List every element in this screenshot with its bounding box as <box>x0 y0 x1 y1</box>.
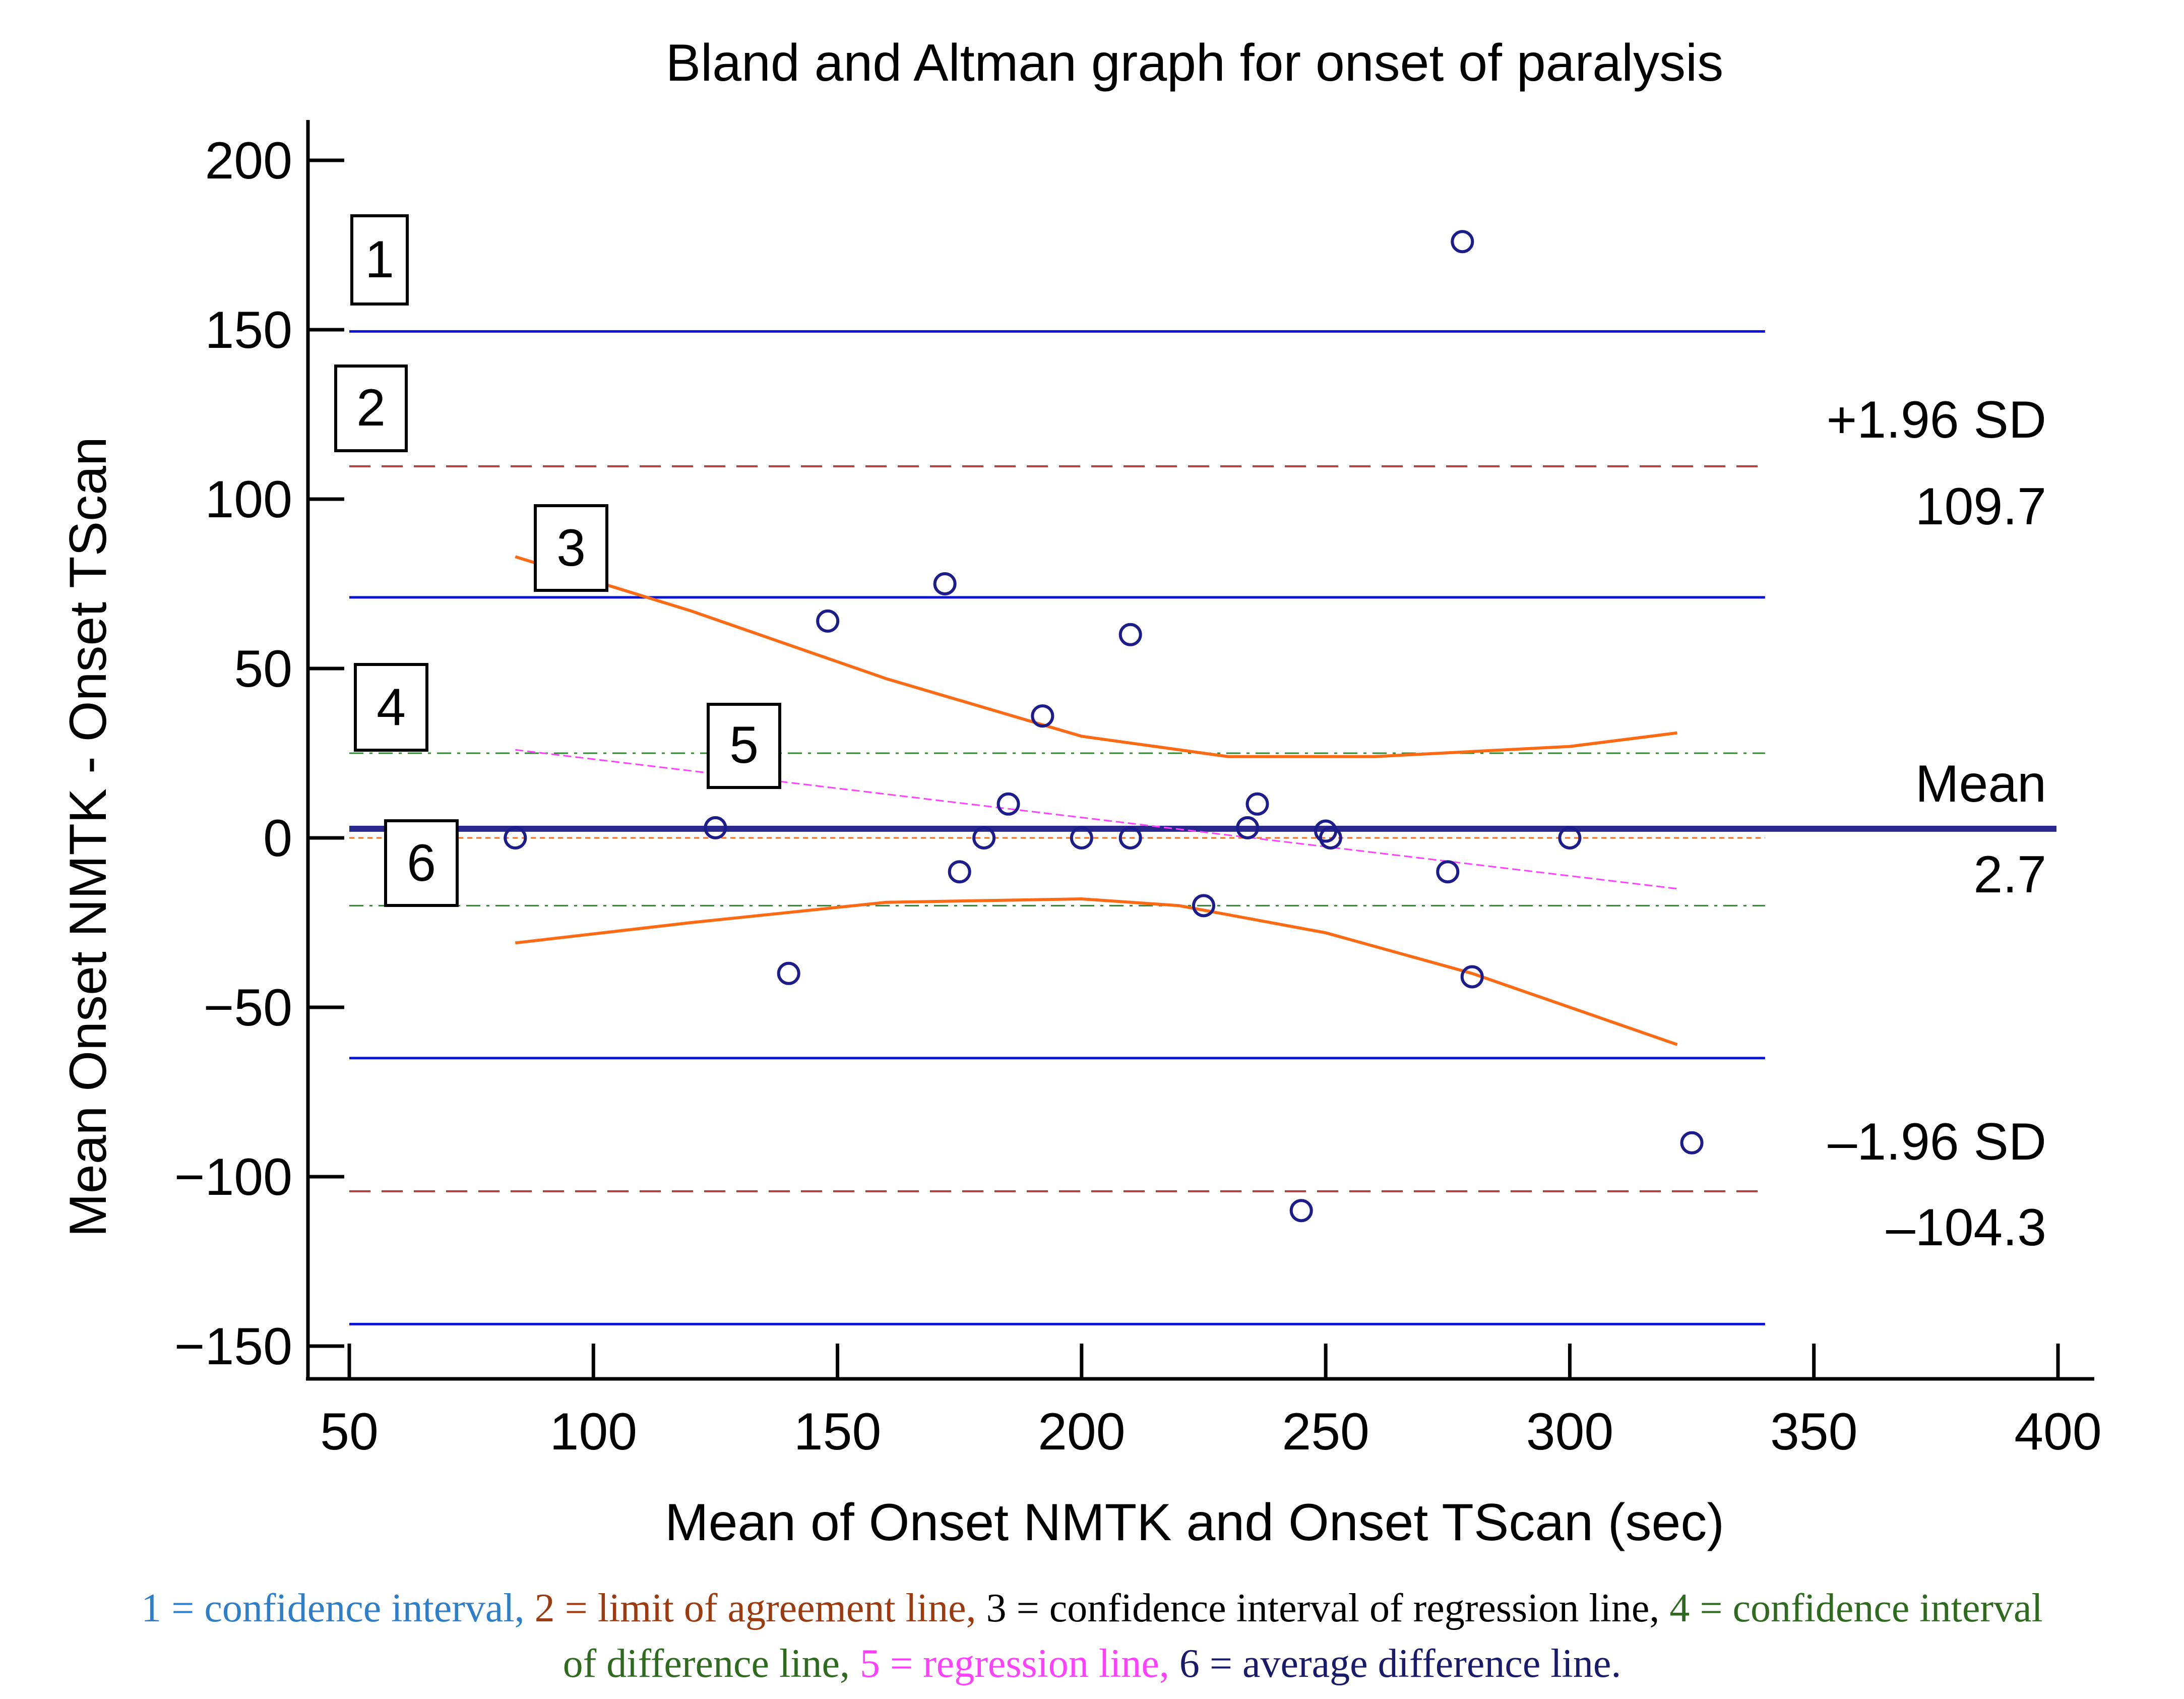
lower-sd-value: –104.3 <box>1886 1198 2046 1257</box>
data-point <box>1436 860 1460 884</box>
data-points <box>504 230 1704 1223</box>
box-label-4-text: 4 <box>377 678 406 737</box>
y-tick-label: −150 <box>174 1317 292 1376</box>
regression-ci-upper-curve <box>515 555 1677 758</box>
data-point <box>948 860 971 884</box>
data-point <box>816 609 840 633</box>
caption-line-2: of difference line, 5 = regression line,… <box>0 1636 2184 1691</box>
caption-item-5: 5 = regression line, <box>859 1642 1179 1686</box>
box-label-6: 6 <box>384 819 459 907</box>
box-label-2: 2 <box>334 365 408 452</box>
data-point <box>777 961 800 985</box>
data-point <box>704 816 727 839</box>
box-label-3-text: 3 <box>556 519 586 577</box>
regression-ci-lower-curve <box>515 897 1678 1046</box>
box-label-3: 3 <box>534 504 608 592</box>
data-point <box>1245 792 1269 816</box>
x-tick-label: 250 <box>1282 1403 1369 1461</box>
caption-item-4a: 4 = confidence interval <box>1669 1586 2043 1630</box>
y-tick-label: 50 <box>234 640 292 698</box>
data-point <box>1460 965 1484 989</box>
box-label-5: 5 <box>707 703 781 789</box>
lower-sd-label: –1.96 SD <box>1828 1113 2046 1171</box>
chart-title: Bland and Altman graph for onset of para… <box>666 34 1724 92</box>
y-axis-label: Mean Onset NMTK - Onset TScan <box>59 437 117 1237</box>
y-tick-label: −100 <box>174 1148 292 1206</box>
x-tick-label: 400 <box>2014 1403 2102 1461</box>
caption-item-4b: of difference line, <box>563 1642 860 1686</box>
box-label-2-text: 2 <box>356 379 386 437</box>
upper-sd-label: +1.96 SD <box>1826 391 2046 449</box>
y-tick-label: 200 <box>205 132 292 190</box>
horizontal-lines <box>349 330 2056 1325</box>
data-point <box>1118 826 1142 849</box>
data-point <box>972 826 996 849</box>
box-label-1: 1 <box>350 214 409 306</box>
caption-item-2: 2 = limit of agreement line, <box>534 1586 986 1630</box>
data-point <box>1680 1131 1704 1155</box>
y-tick-label: −50 <box>204 979 292 1037</box>
x-tick-label: 200 <box>1038 1403 1126 1461</box>
data-point <box>504 826 527 849</box>
data-point <box>1289 1199 1313 1223</box>
caption-item-3: 3 = confidence interval of regression li… <box>986 1586 1670 1630</box>
mean-label: Mean <box>1915 755 2046 813</box>
caption-item-6: 6 = average difference line. <box>1179 1642 1621 1686</box>
data-point <box>1070 826 1093 849</box>
data-point <box>933 572 957 595</box>
box-label-5-text: 5 <box>729 716 759 774</box>
box-label-6-text: 6 <box>407 834 436 892</box>
data-point <box>1319 826 1342 849</box>
y-tick-label: 0 <box>263 809 292 868</box>
y-tick-label: 150 <box>205 301 292 359</box>
data-point <box>1031 704 1054 728</box>
x-tick-label: 100 <box>550 1403 638 1461</box>
x-tick-label: 300 <box>1526 1403 1614 1461</box>
x-tick-label: 50 <box>320 1403 379 1461</box>
data-point <box>1314 819 1338 843</box>
y-tick-label: 100 <box>205 470 292 529</box>
data-point <box>1192 894 1215 918</box>
regression-line <box>515 749 1677 890</box>
box-label-4: 4 <box>354 663 428 752</box>
curves <box>515 555 1678 1046</box>
data-point <box>996 792 1020 816</box>
data-point <box>1236 816 1260 839</box>
data-point <box>1558 826 1582 849</box>
axes: 200 150 100 50 0 −50 −100 −150 50 100 150 200 250 300… <box>174 120 2102 1461</box>
x-tick-label: 150 <box>794 1403 882 1461</box>
caption-item-1: 1 = confidence interval, <box>141 1586 535 1630</box>
mean-value: 2.7 <box>1973 845 2046 904</box>
upper-sd-value: 109.7 <box>1915 477 2046 536</box>
bland-altman-chart: Bland and Altman graph for onset of para… <box>59 34 2102 1552</box>
data-point <box>1118 623 1142 646</box>
box-label-1-text: 1 <box>365 230 394 289</box>
data-point <box>1451 230 1474 254</box>
x-axis-label: Mean of Onset NMTK and Onset TScan (sec) <box>665 1493 1724 1552</box>
x-tick-label: 350 <box>1770 1403 1858 1461</box>
caption-line-1: 1 = confidence interval, 2 = limit of ag… <box>0 1581 2184 1636</box>
